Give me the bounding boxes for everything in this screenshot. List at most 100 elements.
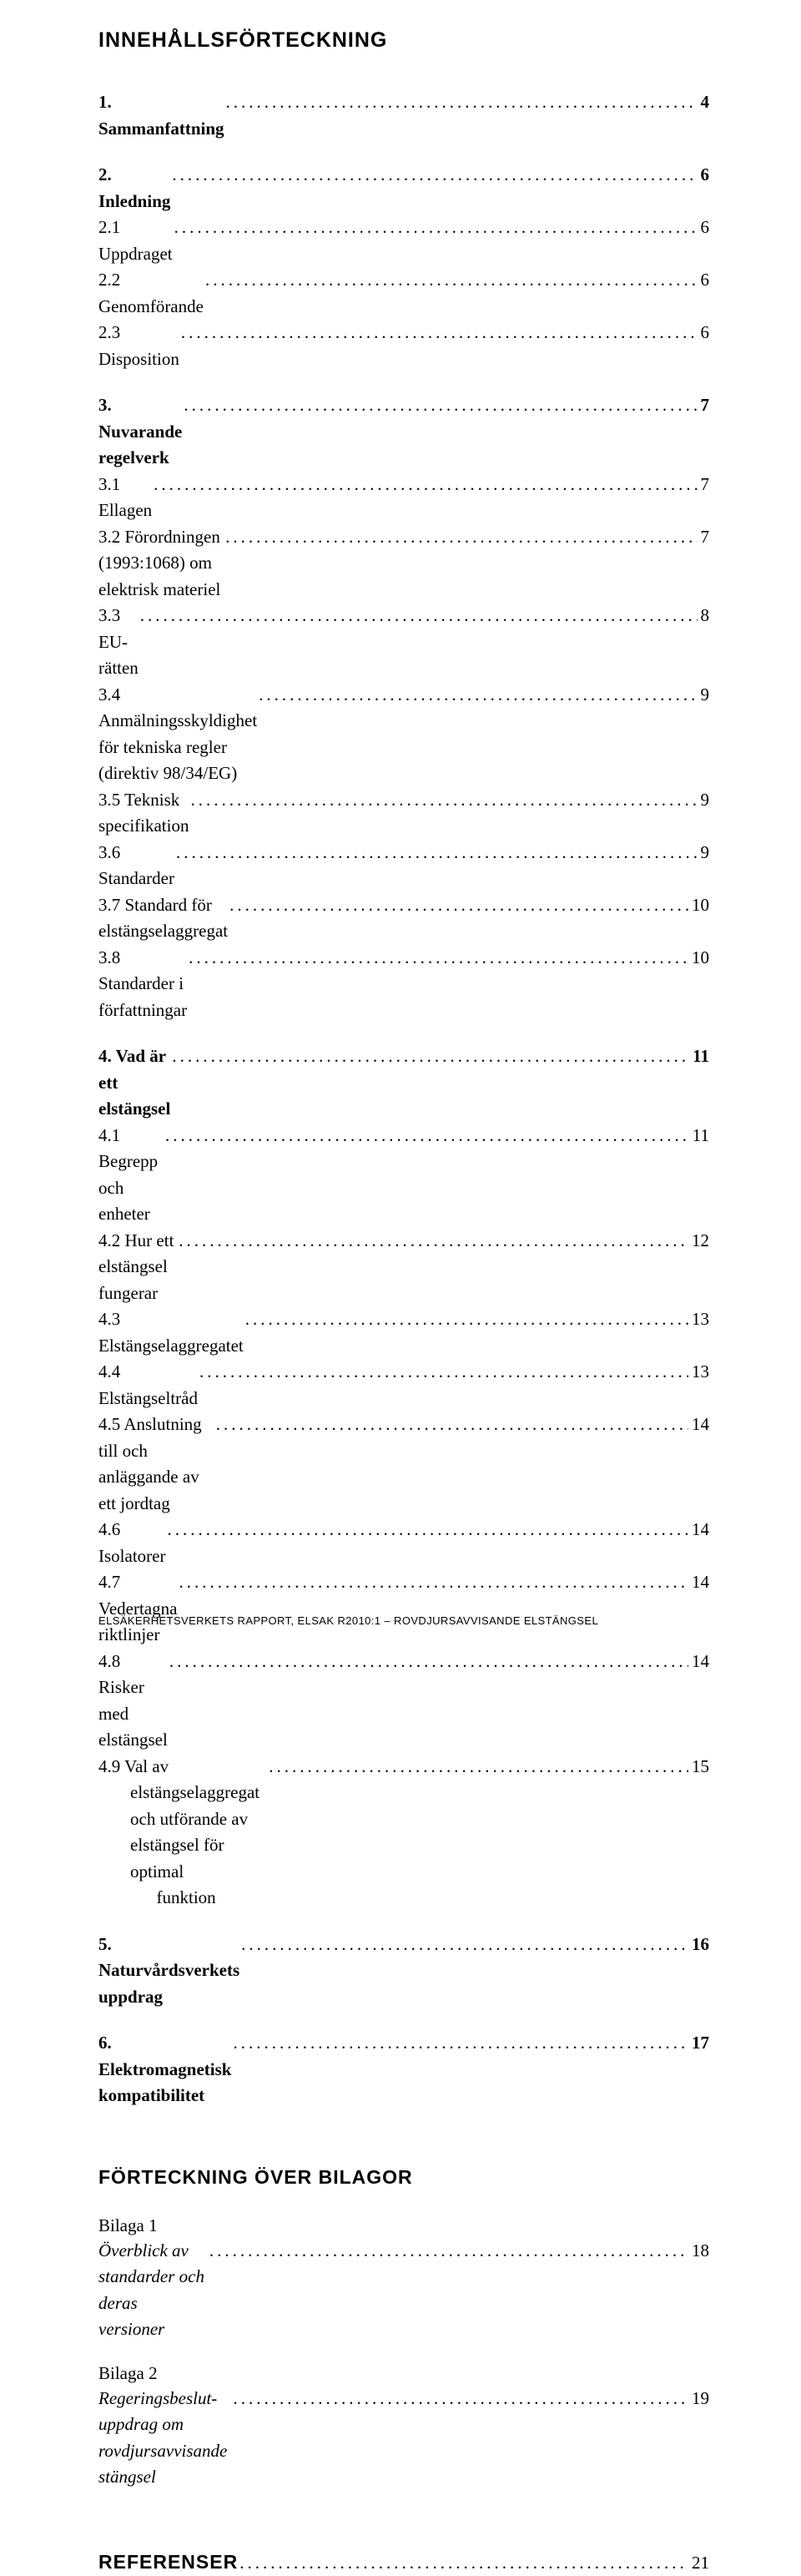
leader-dots: ........................................… [257, 682, 697, 709]
toc-label: 2.2 Genomförande [98, 267, 204, 320]
toc-page: 9 [698, 840, 710, 866]
toc-page: 7 [698, 392, 710, 419]
leader-dots: ........................................… [182, 392, 697, 419]
toc-row: 3.1 Ellagen.............................… [98, 472, 709, 524]
appendix-name: Bilaga 2 [98, 2363, 709, 2384]
toc-page: 14 [688, 1412, 709, 1438]
toc-row: 4.8 Risker med elstängsel...............… [98, 1649, 709, 1754]
toc-page: 7 [698, 524, 710, 551]
toc-page: 11 [689, 1043, 709, 1070]
toc-page: 10 [688, 945, 709, 972]
toc-row: 4.4 Elstängseltråd......................… [98, 1359, 709, 1412]
toc-page: 17 [688, 2030, 709, 2057]
toc-page: 6 [698, 215, 710, 241]
toc-row: 3.4 Anmälningsskyldighet för tekniska re… [98, 682, 709, 787]
leader-dots: ........................................… [224, 89, 698, 116]
leader-dots: ........................................… [214, 1412, 688, 1438]
toc-row: 2. Inledning............................… [98, 162, 709, 215]
toc-row: 3. Nuvarande regelverk..................… [98, 392, 709, 472]
toc-page: 6 [698, 162, 710, 189]
toc-label: 3.7 Standard för elstängselaggregat [98, 892, 228, 945]
leader-dots: ........................................… [231, 2030, 688, 2057]
toc-page: 7 [698, 472, 710, 498]
toc-page: 16 [688, 1932, 709, 1958]
toc-row: 4.9 Val av elstängselaggregat och utföra… [98, 1754, 709, 1912]
appendix-page: 19 [688, 2386, 709, 2412]
toc-title: INNEHÅLLSFÖRTECKNING [98, 28, 709, 53]
leader-dots: ........................................… [224, 524, 697, 551]
toc-page: 14 [688, 1569, 709, 1596]
toc-label: 3. Nuvarande regelverk [98, 392, 182, 472]
leader-dots: ........................................… [177, 1569, 688, 1596]
appendix-list: Bilaga 1Överblick av standarder och dera… [98, 2215, 709, 2491]
toc-row: 4.6 Isolatorer..........................… [98, 1517, 709, 1569]
toc-page: 9 [698, 787, 710, 814]
leader-dots: ........................................… [228, 892, 688, 919]
toc-label: 3.3 EU-rätten [98, 603, 139, 682]
leader-dots: ........................................… [168, 1649, 688, 1675]
references-row: REFERENSER .............................… [98, 2548, 709, 2576]
toc-page: 8 [698, 603, 710, 629]
toc-label: 4.3 Elstängselaggregatet [98, 1306, 244, 1359]
toc-page: 6 [698, 267, 710, 294]
toc-label: 4.6 Isolatorer [98, 1517, 165, 1569]
leader-dots: ........................................… [179, 320, 698, 346]
leader-dots: ........................................… [232, 2386, 688, 2412]
toc-row: 1. Sammanfattning.......................… [98, 89, 709, 142]
leader-dots: ........................................… [170, 1043, 689, 1070]
toc-page: 10 [688, 892, 709, 919]
toc-label: 1. Sammanfattning [98, 89, 224, 142]
toc-row: 3.5 Teknisk specifikation...............… [98, 787, 709, 840]
toc-page: 4 [698, 89, 710, 116]
toc-label: 3.5 Teknisk specifikation [98, 787, 189, 840]
toc-page: 6 [698, 320, 710, 346]
appendix-title: FÖRTECKNING ÖVER BILAGOR [98, 2166, 709, 2189]
toc-label: 3.1 Ellagen [98, 472, 152, 524]
toc-label: 3.4 Anmälningsskyldighet för tekniska re… [98, 682, 257, 787]
toc-label: 5. Naturvårdsverkets uppdrag [98, 1932, 239, 2011]
toc-page: 14 [688, 1517, 709, 1543]
toc-label: 4.9 Val av elstängselaggregat och utföra… [98, 1754, 267, 1912]
toc-row: 4.7 Vedertagna riktlinjer...............… [98, 1569, 709, 1649]
toc-label: 4.5 Anslutning till och anläggande av et… [98, 1412, 214, 1517]
toc-page: 11 [689, 1123, 709, 1149]
toc-row: 3.3 EU-rätten...........................… [98, 603, 709, 682]
toc-list: 1. Sammanfattning.......................… [98, 89, 709, 2109]
toc-page: 13 [688, 1359, 709, 1386]
toc-row: 2.1 Uppdraget...........................… [98, 215, 709, 267]
leader-dots: ........................................… [187, 945, 688, 972]
toc-page: 13 [688, 1306, 709, 1333]
leader-dots: ........................................… [164, 1123, 689, 1149]
leader-dots: ........................................… [238, 2550, 688, 2576]
appendix-row: Överblick av standarder och deras versio… [98, 2238, 709, 2343]
toc-row: 4. Vad är ett elstängsel................… [98, 1043, 709, 1123]
leader-dots: ........................................… [244, 1306, 688, 1333]
leader-dots: ........................................… [239, 1932, 688, 1958]
toc-row: 6. Elektromagnetisk kompatibilitet......… [98, 2030, 709, 2109]
toc-label: 3.6 Standarder [98, 840, 174, 892]
appendix-name: Bilaga 1 [98, 2215, 709, 2236]
toc-label: 4.1 Begrepp och enheter [98, 1123, 164, 1228]
toc-page: 15 [688, 1754, 709, 1780]
toc-row: 2.3 Disposition.........................… [98, 320, 709, 372]
toc-label: 6. Elektromagnetisk kompatibilitet [98, 2030, 231, 2109]
toc-row: 3.7 Standard för elstängselaggregat.....… [98, 892, 709, 945]
toc-label: 2. Inledning [98, 162, 170, 215]
toc-label: 2.3 Disposition [98, 320, 179, 372]
toc-label: 4.2 Hur ett elstängsel fungerar [98, 1228, 177, 1307]
leader-dots: ........................................… [173, 215, 698, 241]
leader-dots: ........................................… [189, 787, 697, 814]
toc-page: 14 [688, 1649, 709, 1675]
toc-row: 4.2 Hur ett elstängsel fungerar.........… [98, 1228, 709, 1307]
references-page: 21 [688, 2550, 709, 2576]
toc-row: 3.6 Standarder..........................… [98, 840, 709, 892]
page-footer: ELSÄKERHETSVERKETS RAPPORT, ELSAK R2010:… [98, 1614, 598, 1627]
toc-label: 2.1 Uppdraget [98, 215, 173, 267]
toc-label: 4.7 Vedertagna riktlinjer [98, 1569, 177, 1649]
toc-label: 3.8 Standarder i författningar [98, 945, 187, 1024]
toc-label: 3.2 Förordningen (1993:1068) om elektris… [98, 524, 224, 604]
leader-dots: ........................................… [198, 1359, 688, 1386]
toc-page: 9 [698, 682, 710, 709]
leader-dots: ........................................… [174, 840, 698, 866]
leader-dots: ........................................… [139, 603, 698, 629]
